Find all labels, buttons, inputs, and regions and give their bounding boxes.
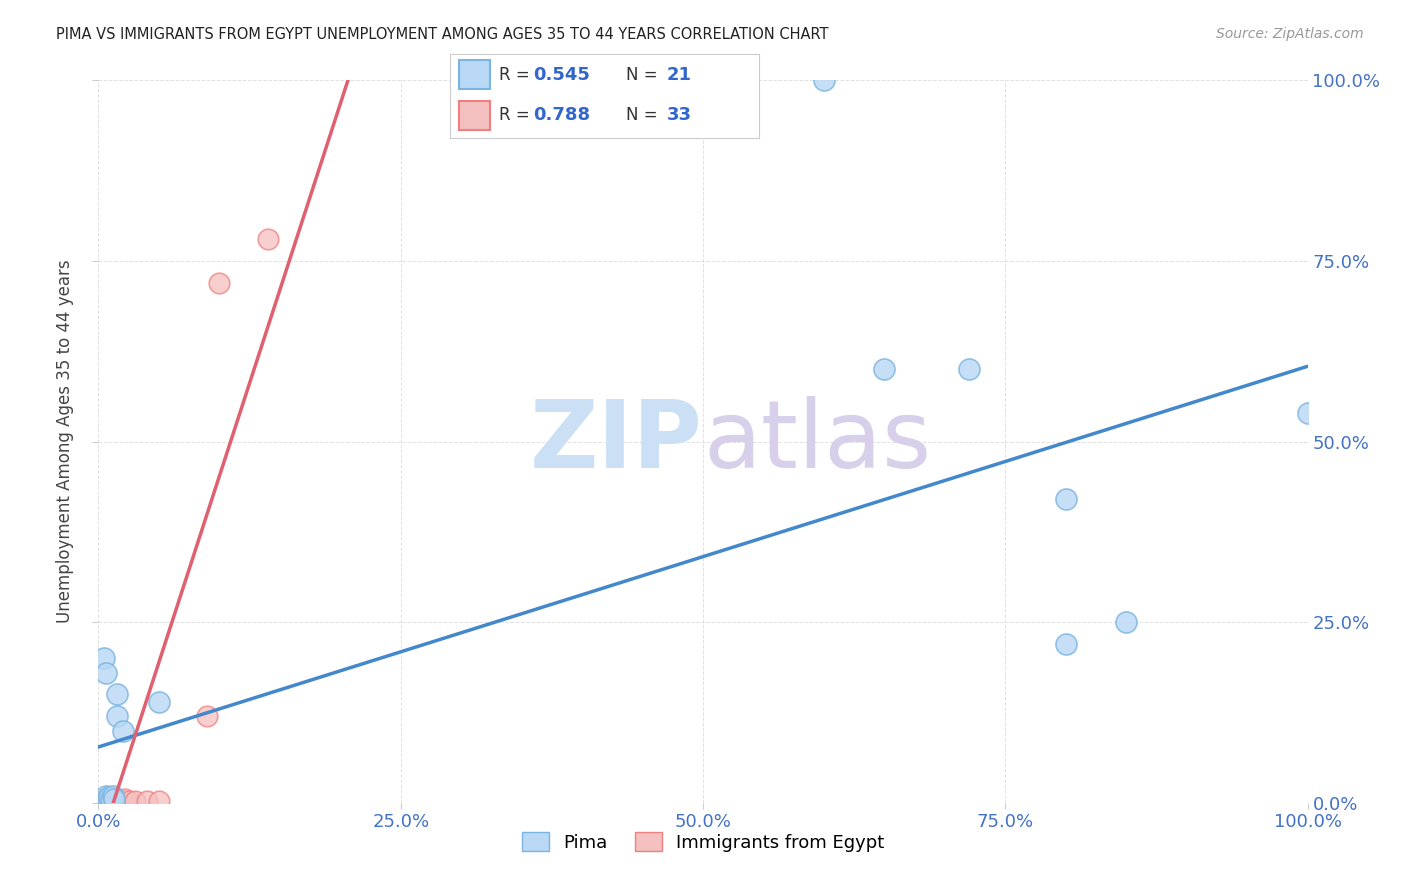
Point <box>93 792 115 806</box>
Point <box>148 794 170 808</box>
Point <box>93 794 115 808</box>
Point <box>93 792 115 806</box>
Point <box>94 794 117 808</box>
Bar <box>460 61 491 89</box>
Point <box>91 794 114 808</box>
Point <box>100 794 122 808</box>
Point <box>100 792 122 806</box>
Point <box>103 794 125 808</box>
Point <box>111 794 134 808</box>
Point <box>1054 637 1077 651</box>
Point <box>94 792 117 806</box>
Text: R =: R = <box>499 66 536 84</box>
Point <box>873 362 896 376</box>
Point <box>97 792 120 806</box>
Point <box>100 792 122 806</box>
Y-axis label: Unemployment Among Ages 35 to 44 years: Unemployment Among Ages 35 to 44 years <box>56 260 75 624</box>
Text: ZIP: ZIP <box>530 395 703 488</box>
Point <box>208 276 231 290</box>
Point <box>98 790 121 805</box>
Point <box>114 792 136 806</box>
Text: 0.788: 0.788 <box>533 106 591 124</box>
Point <box>97 794 120 808</box>
Point <box>97 792 120 806</box>
Point <box>105 709 128 723</box>
Text: 21: 21 <box>666 66 692 84</box>
Text: 0.545: 0.545 <box>533 66 591 84</box>
Point <box>96 794 118 808</box>
Point <box>101 791 124 805</box>
Text: Source: ZipAtlas.com: Source: ZipAtlas.com <box>1216 27 1364 41</box>
Point <box>195 709 218 723</box>
Text: R =: R = <box>499 106 536 124</box>
Point <box>94 665 117 680</box>
Point <box>100 794 122 808</box>
Point <box>1296 406 1319 420</box>
Point <box>957 362 980 376</box>
Point <box>111 723 134 738</box>
Point <box>96 792 118 806</box>
Point <box>101 789 124 803</box>
Point <box>256 232 278 246</box>
Point <box>93 651 115 665</box>
Point <box>98 794 121 808</box>
Point <box>94 789 117 803</box>
Point <box>104 794 127 808</box>
Point <box>96 791 118 805</box>
Point <box>148 695 170 709</box>
Text: PIMA VS IMMIGRANTS FROM EGYPT UNEMPLOYMENT AMONG AGES 35 TO 44 YEARS CORRELATION: PIMA VS IMMIGRANTS FROM EGYPT UNEMPLOYME… <box>56 27 828 42</box>
Text: N =: N = <box>626 66 664 84</box>
Point <box>118 794 141 808</box>
Point <box>135 794 157 808</box>
Point <box>105 794 128 808</box>
Text: 33: 33 <box>666 106 692 124</box>
Point <box>124 794 146 808</box>
Point <box>1054 492 1077 507</box>
Point <box>101 794 124 808</box>
Point <box>91 794 114 808</box>
Point <box>1115 615 1137 630</box>
Point <box>98 791 121 805</box>
Point <box>97 790 120 805</box>
Point <box>108 794 131 808</box>
Point <box>813 73 835 87</box>
Text: atlas: atlas <box>703 395 931 488</box>
Point <box>103 792 125 806</box>
Point <box>107 794 129 808</box>
Point <box>100 790 122 805</box>
Bar <box>460 101 491 130</box>
Point <box>105 687 128 701</box>
Legend: Pima, Immigrants from Egypt: Pima, Immigrants from Egypt <box>515 825 891 859</box>
Text: N =: N = <box>626 106 664 124</box>
